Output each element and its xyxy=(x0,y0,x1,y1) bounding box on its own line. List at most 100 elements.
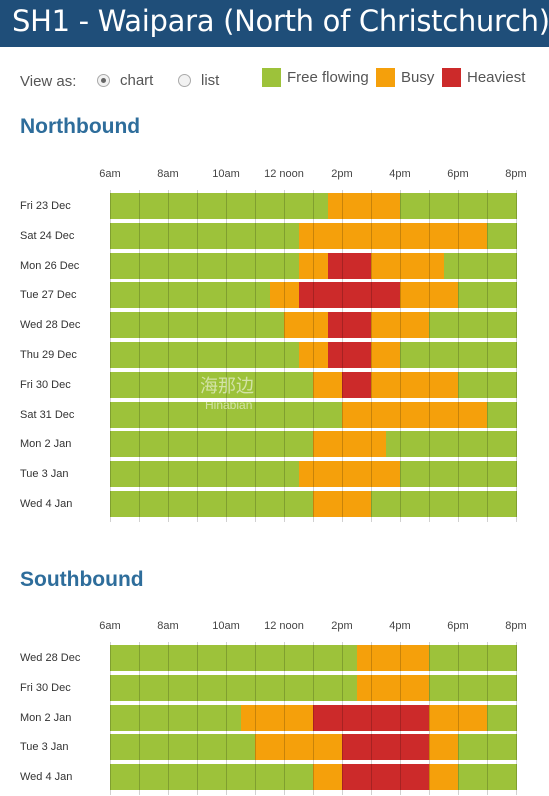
free-flowing-cell xyxy=(269,371,285,398)
free-flowing-cell xyxy=(182,734,198,761)
free-flowing-cell xyxy=(458,674,474,701)
busy-cell xyxy=(313,312,329,339)
free-flowing-cell xyxy=(226,491,242,517)
busy-cell xyxy=(400,312,416,339)
free-flowing-cell xyxy=(226,312,242,339)
time-tick-label: 6pm xyxy=(447,168,469,180)
busy-cell xyxy=(414,674,430,701)
free-flowing-cell xyxy=(414,491,430,517)
view-list-radio[interactable]: list xyxy=(178,72,219,89)
free-flowing-cell xyxy=(153,342,169,368)
free-flowing-cell xyxy=(472,371,488,398)
free-flowing-cell xyxy=(298,764,314,791)
free-flowing-cell xyxy=(226,282,242,309)
free-flowing-cell xyxy=(313,193,329,219)
free-flowing-cell xyxy=(240,431,256,458)
free-flowing-cell xyxy=(110,645,126,671)
heaviest-cell xyxy=(400,764,416,791)
busy-cell xyxy=(414,282,430,309)
free-flowing-cell xyxy=(240,312,256,339)
busy-cell xyxy=(356,491,372,517)
free-flowing-cell xyxy=(139,342,155,368)
free-flowing-cell xyxy=(211,734,227,761)
grid-line xyxy=(139,190,140,522)
busy-cell xyxy=(385,222,401,249)
free-flowing-cell xyxy=(487,645,503,671)
free-flowing-cell xyxy=(226,734,242,761)
free-flowing-cell xyxy=(284,401,300,428)
free-flowing-cell xyxy=(153,252,169,279)
free-flowing-cell xyxy=(255,401,271,428)
free-flowing-cell xyxy=(197,645,213,671)
free-flowing-cell xyxy=(501,431,517,458)
busy-cell xyxy=(414,371,430,398)
busy-cell xyxy=(313,252,329,279)
free-flowing-cell xyxy=(211,704,227,731)
grid-line xyxy=(400,190,401,522)
grid-line xyxy=(255,642,256,795)
free-flowing-cell xyxy=(472,312,488,339)
busy-cell xyxy=(371,252,387,279)
free-flowing-cell xyxy=(124,282,140,309)
free-flowing-cell xyxy=(269,461,285,488)
free-flowing-cell xyxy=(110,252,126,279)
free-flowing-cell xyxy=(240,342,256,368)
busy-cell xyxy=(371,674,387,701)
free-flowing-cell xyxy=(429,674,445,701)
busy-cell xyxy=(400,401,416,428)
free-flowing-cell xyxy=(182,252,198,279)
free-flowing-cell xyxy=(472,645,488,671)
busy-cell xyxy=(327,491,343,517)
time-tick-label: 10am xyxy=(212,620,240,632)
free-flowing-cell xyxy=(501,193,517,219)
busy-cell xyxy=(429,734,445,761)
grid-line xyxy=(487,642,488,795)
free-flowing-cell xyxy=(487,704,503,731)
free-flowing-cell xyxy=(197,674,213,701)
free-flowing-cell xyxy=(124,491,140,517)
row-label: Fri 30 Dec xyxy=(20,378,71,391)
time-tick-label: 12 noon xyxy=(264,620,304,632)
row-label: Wed 4 Jan xyxy=(20,771,73,784)
free-flowing-cell xyxy=(298,674,314,701)
time-tick-label: 8am xyxy=(157,168,179,180)
free-flowing-cell xyxy=(458,491,474,517)
busy-cell xyxy=(313,342,329,368)
free-flowing-cell xyxy=(472,431,488,458)
free-flowing-cell xyxy=(443,252,459,279)
view-chart-radio[interactable]: chart xyxy=(97,72,153,89)
free-flowing-cell xyxy=(487,764,503,791)
row-label: Mon 26 Dec xyxy=(20,259,80,272)
free-flowing-cell xyxy=(211,193,227,219)
free-flowing-cell xyxy=(124,401,140,428)
busy-cell xyxy=(400,645,416,671)
free-flowing-cell xyxy=(298,491,314,517)
free-flowing-cell xyxy=(124,193,140,219)
free-flowing-cell xyxy=(443,431,459,458)
free-flowing-cell xyxy=(487,491,503,517)
time-tick-label: 10am xyxy=(212,168,240,180)
time-tick-label: 12 noon xyxy=(264,168,304,180)
grid-line xyxy=(458,190,459,522)
busy-cell xyxy=(429,371,445,398)
free-flowing-cell xyxy=(269,674,285,701)
free-flowing-cell xyxy=(255,342,271,368)
busy-cell xyxy=(298,704,314,731)
row-label: Tue 27 Dec xyxy=(20,289,77,302)
free-flowing-cell xyxy=(327,645,343,671)
free-flowing-cell xyxy=(182,401,198,428)
free-flowing-cell xyxy=(139,704,155,731)
free-flowing-cell xyxy=(400,491,416,517)
free-flowing-cell xyxy=(182,431,198,458)
grid-line xyxy=(168,190,169,522)
free-flowing-cell xyxy=(385,431,401,458)
legend-free-flowing: Free flowing xyxy=(262,68,369,87)
free-flowing-cell xyxy=(197,431,213,458)
busy-cell xyxy=(400,371,416,398)
busy-cell xyxy=(371,645,387,671)
free-flowing-cell xyxy=(284,645,300,671)
free-flowing-cell xyxy=(124,461,140,488)
heaviest-cell xyxy=(356,704,372,731)
free-flowing-cell xyxy=(110,704,126,731)
busy-cell xyxy=(313,431,329,458)
